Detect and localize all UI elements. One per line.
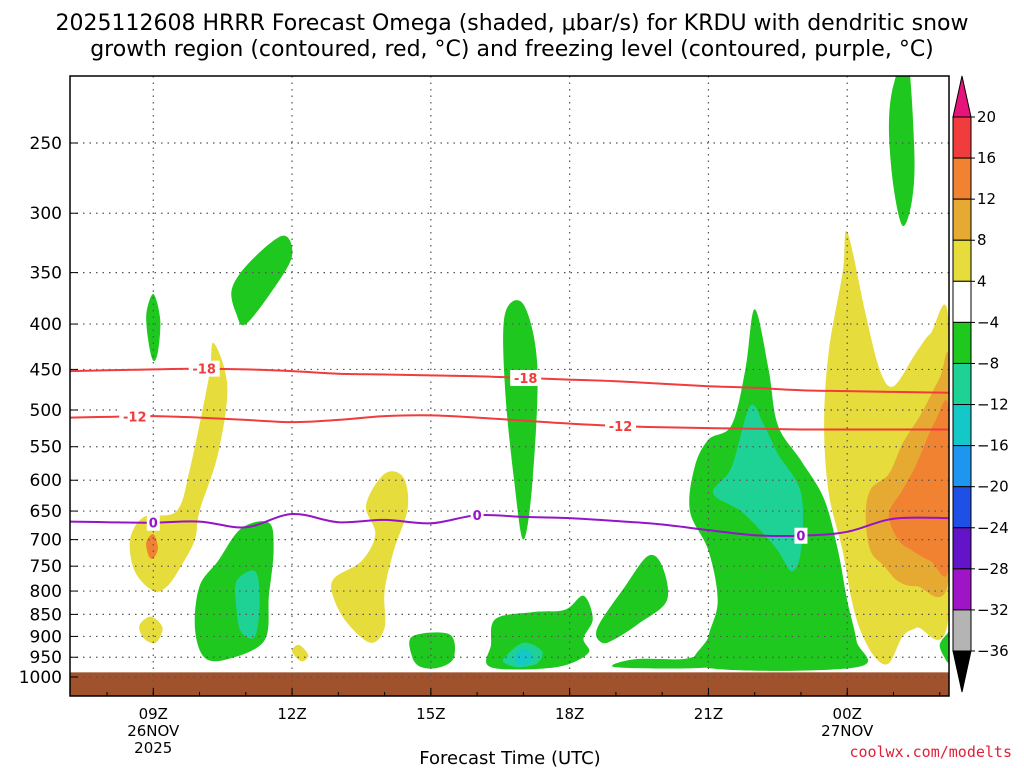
- y-tick-label-700: 700: [30, 531, 62, 551]
- x-tick-label-18Z: 18Z: [555, 705, 584, 723]
- omega-region-1: [231, 235, 293, 326]
- y-tick-label-600: 600: [30, 471, 62, 491]
- contour-label-freezing-level-0: 0: [149, 517, 158, 532]
- colorbar-label-12: −32: [977, 601, 1009, 619]
- contour-label-bg-dgz-minus18-0: [188, 360, 220, 377]
- colorbar-label-2: 12: [977, 190, 996, 208]
- omega-region-14: [939, 631, 949, 663]
- colorbar-label-6: −8: [977, 354, 999, 372]
- colorbar-swatch-12: [952, 609, 972, 652]
- x-tick-label-00Z: 00Z: [833, 705, 862, 723]
- contour-label-bg-dgz-minus18-1: [510, 369, 542, 386]
- y-tick-label-300: 300: [30, 204, 62, 224]
- omega-region-13: [888, 76, 915, 226]
- y-axis: 2503003504004505005506006507007508008509…: [19, 134, 78, 688]
- contour-label-bg-freezing-level-2: [794, 527, 808, 544]
- y-tick-label-1000: 1000: [19, 668, 62, 688]
- colorbar-label-1: 16: [977, 149, 996, 167]
- omega-region-22: [888, 400, 949, 577]
- chart-title-line-1: 2025112608 HRRR Forecast Omega (shaded, …: [56, 11, 969, 36]
- colorbar-label-4: 4: [977, 272, 987, 290]
- y-tick-label-400: 400: [30, 315, 62, 335]
- contour-label-bg-freezing-level-1: [470, 507, 484, 524]
- x-tick-sublabel-09Z-0: 26NOV: [127, 722, 180, 740]
- contour-label-dgz-minus18-0: -18: [192, 363, 216, 378]
- colorbar-label-0: 20: [977, 108, 996, 126]
- y-tick-label-750: 750: [30, 557, 62, 577]
- colorbar: 20 16 12 8 4 −4 −8 −12 −16 −20 −24 −28 −32 −36: [952, 75, 1009, 693]
- x-axis-label: Forecast Time (UTC): [419, 748, 600, 768]
- y-tick-label-950: 950: [30, 648, 62, 668]
- contour-label-dgz-minus12-1: -12: [609, 420, 633, 435]
- ground-fill: [70, 672, 949, 696]
- colorbar-label-13: −36: [977, 642, 1009, 660]
- colorbar-label-10: −24: [977, 519, 1009, 537]
- contour-label-freezing-level-1: 0: [473, 509, 482, 524]
- omega-region-16: [146, 534, 158, 559]
- colorbar-swatch-6: [952, 362, 972, 406]
- colorbar-swatch-5: [952, 321, 972, 364]
- colorbar-swatch-11: [952, 568, 972, 611]
- contour-label-bg-freezing-level-0: [146, 514, 160, 531]
- contour-label-bg-dgz-minus12-0: [119, 408, 151, 425]
- omega-region-17: [139, 616, 163, 644]
- y-tick-label-250: 250: [30, 134, 62, 154]
- x-tick-sublabel-00Z-0: 27NOV: [821, 722, 874, 740]
- contour-label-dgz-minus12-0: -12: [123, 410, 147, 425]
- omega-region-4: [409, 632, 456, 669]
- plot-frame: [69, 75, 950, 697]
- contour-lines: -18 -18 -12 -12 0 0 0: [70, 360, 949, 545]
- y-tick-label-850: 850: [30, 605, 62, 625]
- contour-label-freezing-level-2: 0: [796, 530, 805, 545]
- colorbar-swatch-8: [952, 445, 972, 488]
- colorbar-swatch-9: [952, 486, 972, 529]
- omega-region-3: [234, 570, 260, 639]
- omega-region-19: [331, 471, 409, 643]
- colorbar-label-5: −4: [977, 313, 999, 331]
- omega-region-8: [513, 648, 533, 665]
- colorbar-swatch-0: [952, 116, 972, 159]
- omega-region-12: [712, 404, 804, 572]
- x-tick-label-09Z: 09Z: [139, 705, 168, 723]
- omega-region-9: [596, 554, 669, 644]
- contour-label-bg-dgz-minus12-1: [605, 417, 637, 434]
- contour-label-dgz-minus18-1: -18: [514, 372, 538, 387]
- y-tick-label-650: 650: [30, 502, 62, 522]
- y-tick-label-900: 900: [30, 627, 62, 647]
- y-tick-label-550: 550: [30, 438, 62, 458]
- x-tick-label-12Z: 12Z: [277, 705, 306, 723]
- chart-title-line-2: growth region (contoured, red, °C) and f…: [90, 37, 934, 62]
- omega-region-10: [612, 654, 715, 669]
- colorbar-label-9: −20: [977, 478, 1009, 496]
- colorbar-label-11: −28: [977, 560, 1009, 578]
- credit-link[interactable]: coolwx.com/modelts: [849, 743, 1012, 761]
- y-tick-label-500: 500: [30, 401, 62, 421]
- contour-dgz-minus12: [70, 414, 949, 431]
- colorbar-label-8: −16: [977, 437, 1009, 455]
- colorbar-swatch-1: [952, 157, 972, 200]
- colorbar-top-arrow: [952, 75, 972, 118]
- y-tick-label-450: 450: [30, 360, 62, 380]
- x-tick-label-15Z: 15Z: [416, 705, 445, 723]
- colorbar-swatch-7: [952, 404, 972, 447]
- y-tick-label-800: 800: [30, 582, 62, 602]
- plot-area: -18 -18 -12 -12 0 0 0: [69, 75, 950, 697]
- colorbar-bottom-arrow: [952, 650, 972, 693]
- colorbar-swatch-4: [952, 280, 972, 323]
- colorbar-swatch-3: [952, 239, 972, 282]
- y-tick-label-350: 350: [30, 264, 62, 284]
- colorbar-label-7: −12: [977, 396, 1009, 414]
- colorbar-label-3: 8: [977, 231, 987, 249]
- ground-layer: [70, 672, 949, 696]
- colorbar-swatch-10: [952, 527, 972, 570]
- colorbar-swatch-2: [952, 198, 972, 241]
- x-tick-label-21Z: 21Z: [694, 705, 723, 723]
- omega-region-0: [146, 293, 161, 362]
- x-tick-sublabel-09Z-1: 2025: [134, 739, 172, 757]
